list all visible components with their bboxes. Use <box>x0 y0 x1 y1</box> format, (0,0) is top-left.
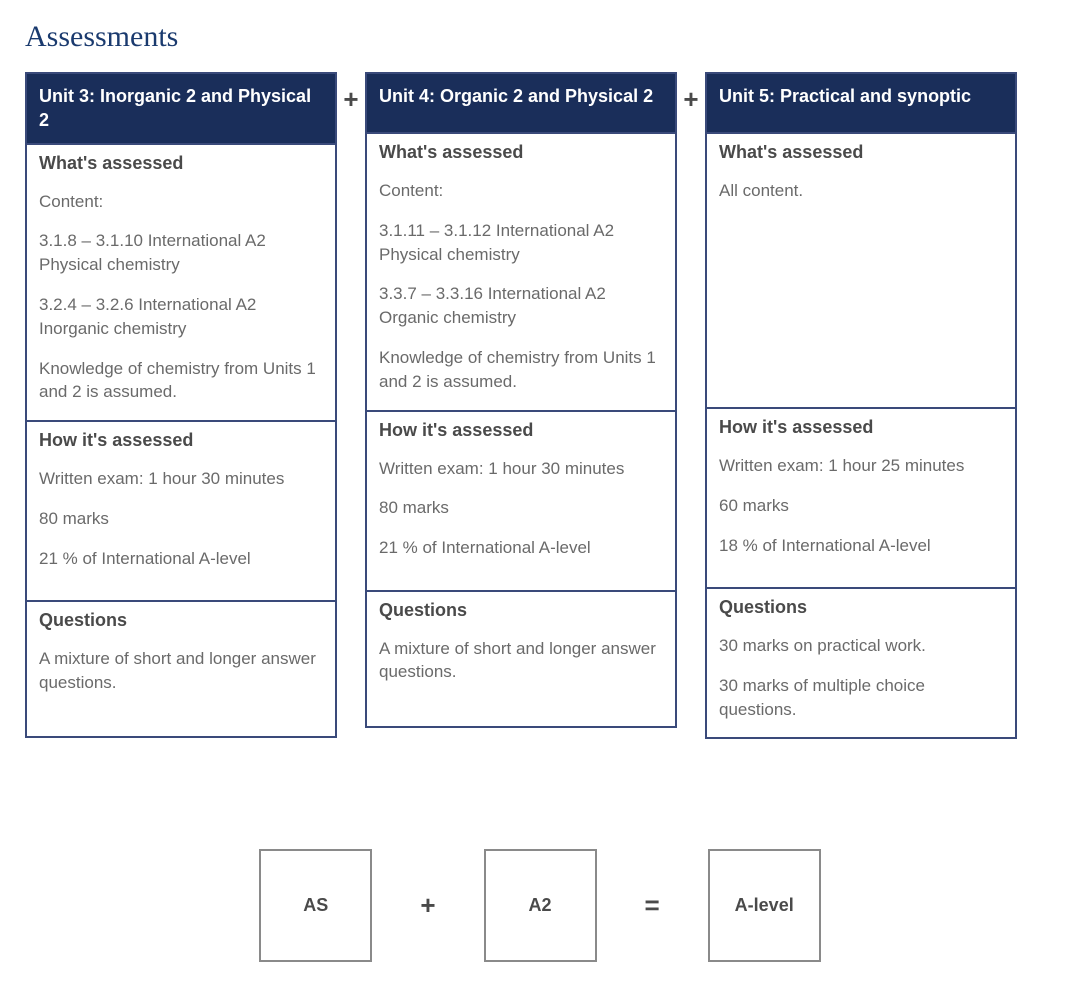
question-item: A mixture of short and longer answer que… <box>39 647 323 695</box>
unit-5-how-assessed: How it's assessed Written exam: 1 hour 2… <box>707 407 1015 587</box>
page-title: Assessments <box>25 20 1055 54</box>
content-item: 3.3.7 – 3.3.16 International A2 Organic … <box>379 282 663 330</box>
how-item: 60 marks <box>719 494 1003 518</box>
unit-4-questions: Questions A mixture of short and longer … <box>367 590 675 726</box>
equation-box-a2: A2 <box>484 849 597 962</box>
content-label: Content: <box>39 190 323 214</box>
whats-assessed-heading: What's assessed <box>379 142 663 163</box>
equation-box-as: AS <box>259 849 372 962</box>
question-item: 30 marks of multiple choice questions. <box>719 674 1003 722</box>
unit-4-how-assessed: How it's assessed Written exam: 1 hour 3… <box>367 410 675 590</box>
question-item: A mixture of short and longer answer que… <box>379 637 663 685</box>
content-item: 3.2.4 – 3.2.6 International A2 Inorganic… <box>39 293 323 341</box>
whats-assessed-heading: What's assessed <box>719 142 1003 163</box>
unit-3-header: Unit 3: Inorganic 2 and Physical 2 <box>27 74 335 143</box>
unit-5-questions: Questions 30 marks on practical work. 30… <box>707 587 1015 737</box>
equation-box-alevel: A-level <box>708 849 821 962</box>
how-item: 80 marks <box>379 496 663 520</box>
content-item: 3.1.11 – 3.1.12 International A2 Physica… <box>379 219 663 267</box>
unit-4-whats-assessed: What's assessed Content: 3.1.11 – 3.1.12… <box>367 132 675 410</box>
questions-heading: Questions <box>379 600 663 621</box>
unit-5-card: Unit 5: Practical and synoptic What's as… <box>705 72 1017 739</box>
how-item: 80 marks <box>39 507 323 531</box>
equals-operator: = <box>645 890 660 921</box>
content-label: All content. <box>719 179 1003 203</box>
whats-assessed-heading: What's assessed <box>39 153 323 174</box>
unit-3-how-assessed: How it's assessed Written exam: 1 hour 3… <box>27 420 335 600</box>
content-item: Knowledge of chemistry from Units 1 and … <box>39 357 323 405</box>
how-assessed-heading: How it's assessed <box>379 420 663 441</box>
unit-5-whats-assessed: What's assessed All content. <box>707 132 1015 407</box>
unit-3-questions: Questions A mixture of short and longer … <box>27 600 335 736</box>
how-assessed-heading: How it's assessed <box>719 417 1003 438</box>
unit-4-header: Unit 4: Organic 2 and Physical 2 <box>367 74 675 132</box>
questions-heading: Questions <box>39 610 323 631</box>
how-item: 18 % of International A-level <box>719 534 1003 558</box>
plus-operator: + <box>420 890 435 921</box>
how-assessed-heading: How it's assessed <box>39 430 323 451</box>
plus-separator: + <box>677 72 705 115</box>
questions-heading: Questions <box>719 597 1003 618</box>
unit-3-whats-assessed: What's assessed Content: 3.1.8 – 3.1.10 … <box>27 143 335 421</box>
content-item: Knowledge of chemistry from Units 1 and … <box>379 346 663 394</box>
units-row: Unit 3: Inorganic 2 and Physical 2 What'… <box>25 72 1055 739</box>
equation-row: AS + A2 = A-level <box>25 849 1055 962</box>
how-item: Written exam: 1 hour 25 minutes <box>719 454 1003 478</box>
unit-3-card: Unit 3: Inorganic 2 and Physical 2 What'… <box>25 72 337 738</box>
unit-4-card: Unit 4: Organic 2 and Physical 2 What's … <box>365 72 677 728</box>
question-item: 30 marks on practical work. <box>719 634 1003 658</box>
content-item: 3.1.8 – 3.1.10 International A2 Physical… <box>39 229 323 277</box>
content-label: Content: <box>379 179 663 203</box>
how-item: Written exam: 1 hour 30 minutes <box>379 457 663 481</box>
plus-separator: + <box>337 72 365 115</box>
how-item: 21 % of International A-level <box>39 547 323 571</box>
how-item: 21 % of International A-level <box>379 536 663 560</box>
how-item: Written exam: 1 hour 30 minutes <box>39 467 323 491</box>
unit-5-header: Unit 5: Practical and synoptic <box>707 74 1015 132</box>
